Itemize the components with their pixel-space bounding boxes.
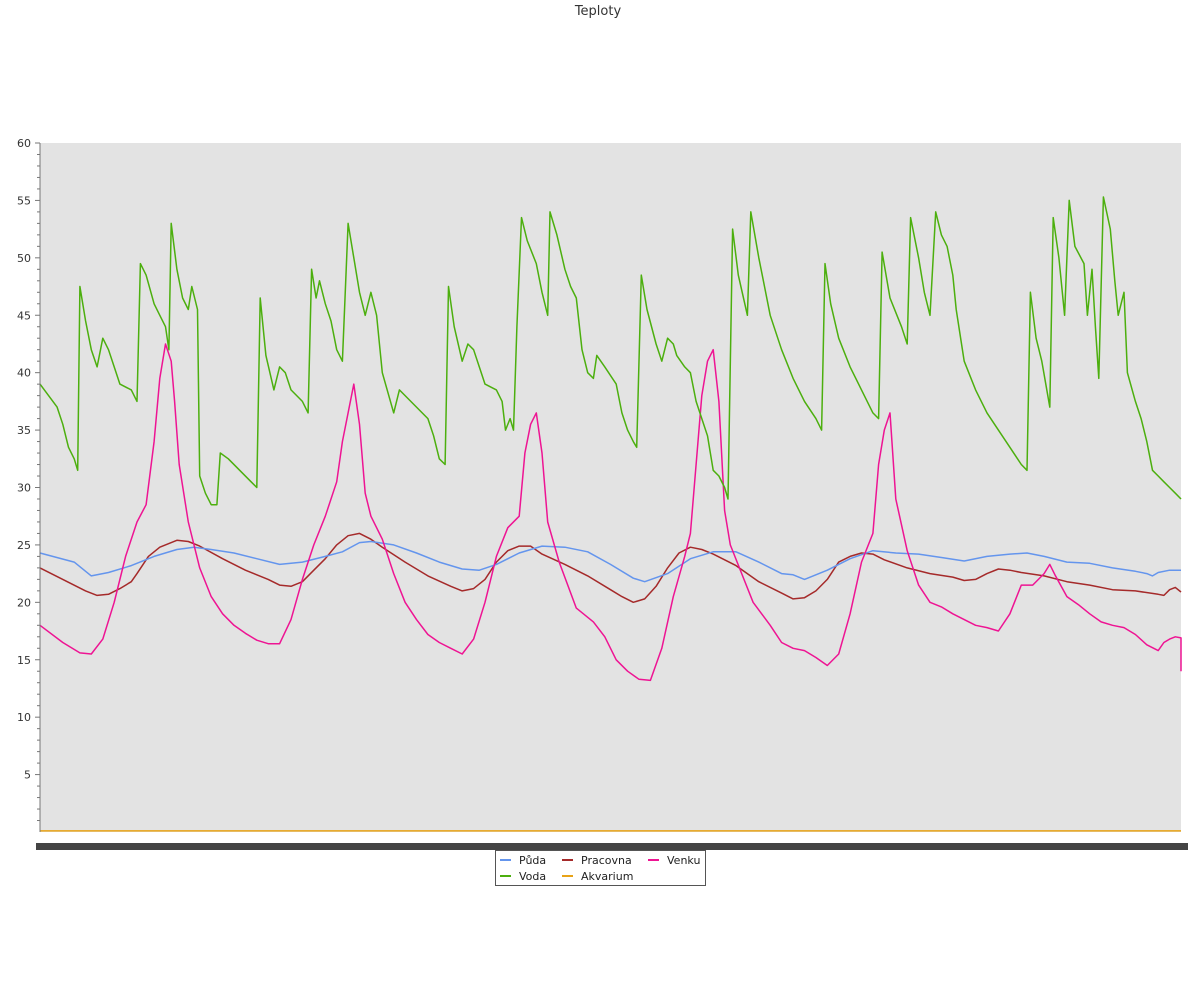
y-tick-label: 15 — [17, 654, 31, 667]
series-line-puda — [39, 540, 1181, 583]
legend-label: Voda — [519, 870, 546, 883]
legend-box — [495, 850, 706, 886]
y-tick-label: 20 — [17, 596, 31, 609]
legend-label: Pracovna — [581, 854, 632, 867]
y-tick-label: 60 — [17, 137, 31, 150]
chart-title: Teploty — [574, 4, 622, 19]
series-line-pracovna — [39, 532, 1182, 604]
y-axis: 5 10 15 20 25 30 35 40 45 50 55 60 — [17, 137, 41, 832]
legend-label: Akvarium — [581, 870, 633, 883]
y-tick-label: 45 — [17, 309, 31, 322]
legend-label: Venku — [667, 854, 700, 867]
series-lines — [39, 196, 1182, 832]
y-tick-label: 40 — [17, 367, 31, 380]
y-tick-label: 10 — [17, 711, 31, 724]
legend-label: Půda — [519, 854, 546, 867]
y-tick-label: 5 — [24, 769, 31, 782]
x-axis-tick-band — [36, 843, 1188, 850]
y-tick-label: 30 — [17, 482, 31, 495]
plot-area — [40, 143, 1181, 832]
series-line-voda — [39, 196, 1182, 506]
y-tick-label: 35 — [17, 424, 31, 437]
series-line-venku — [39, 343, 1182, 682]
y-tick-label: 55 — [17, 194, 31, 207]
y-tick-label: 25 — [17, 539, 31, 552]
legend: Půda Pracovna Venku Voda Akvarium — [495, 850, 706, 886]
y-tick-label: 50 — [17, 252, 31, 265]
